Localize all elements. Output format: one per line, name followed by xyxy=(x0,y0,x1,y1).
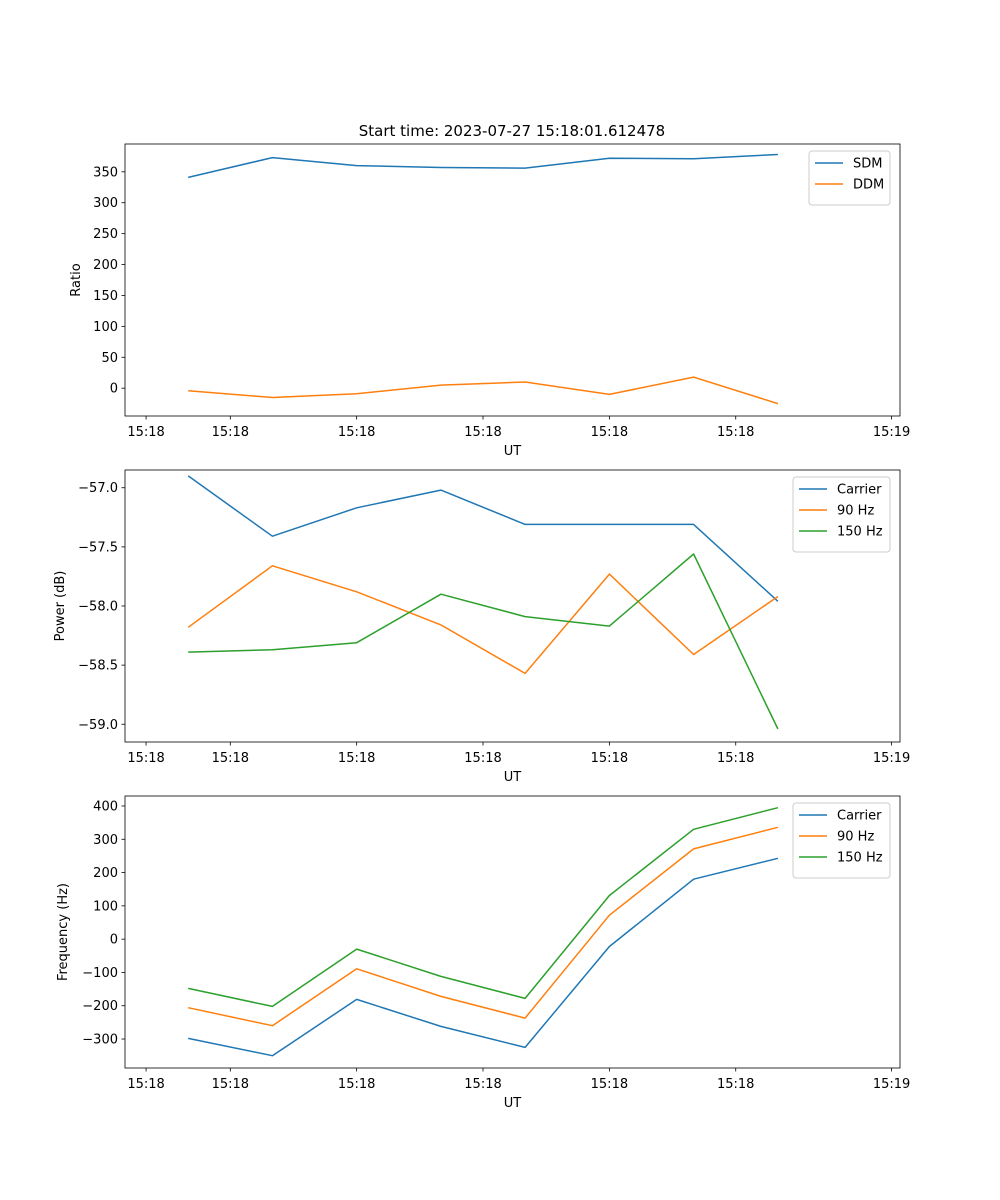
x-tick-label: 15:18 xyxy=(212,751,249,766)
y-tick-label: 100 xyxy=(93,320,118,335)
x-tick-label: 15:19 xyxy=(873,1077,910,1092)
y-tick-label: 200 xyxy=(93,866,118,881)
legend-label: 150 Hz xyxy=(837,851,883,866)
legend: Carrier 90 Hz 150 Hz xyxy=(792,802,891,879)
x-tick-label: 15:18 xyxy=(591,751,628,766)
series-line-150-hz xyxy=(188,553,779,730)
x-tick-label: 15:18 xyxy=(127,1077,164,1092)
y-tick-label: 300 xyxy=(93,833,118,848)
legend-label: 90 Hz xyxy=(837,504,874,519)
y-axis-label: Frequency (Hz) xyxy=(56,883,71,981)
x-tick-label: 15:19 xyxy=(873,425,910,440)
series-line-sdm xyxy=(188,153,778,179)
y-tick-label: 350 xyxy=(93,165,118,180)
panel-3: −300 −200 −100 0 100 200 300 400 15:18 15:18 15:18… xyxy=(56,795,910,1111)
x-tick-label: 15:18 xyxy=(127,751,164,766)
legend: SDM DDM xyxy=(808,150,891,206)
y-tick-label: 400 xyxy=(93,799,118,814)
y-tick-label: 300 xyxy=(93,196,118,211)
y-tick-label: −300 xyxy=(82,1033,118,1048)
x-tick-label: 15:18 xyxy=(338,425,375,440)
legend-label: 90 Hz xyxy=(837,830,874,845)
legend-label: SDM xyxy=(853,157,882,172)
x-tick-label: 15:18 xyxy=(212,1077,249,1092)
legend: Carrier 90 Hz 150 Hz xyxy=(792,476,891,553)
y-tick-label: 0 xyxy=(110,933,118,948)
series-line-ddm xyxy=(188,376,779,405)
y-axis-label: Power (dB) xyxy=(53,571,68,642)
x-axis-label: UT xyxy=(504,770,522,785)
axes-frame xyxy=(124,469,901,743)
x-tick-label: 15:18 xyxy=(464,425,501,440)
x-tick-label: 15:18 xyxy=(717,751,754,766)
x-axis-label: UT xyxy=(504,444,522,459)
legend-box xyxy=(792,476,891,553)
panel-2: −59.0 −58.5 −58.0 −57.5 −57.0 15:18 15:18 15:18… xyxy=(53,469,910,785)
y-tick-label: −59.0 xyxy=(78,718,118,733)
legend-label: Carrier xyxy=(837,483,882,498)
legend-label: Carrier xyxy=(837,809,882,824)
legend-label: DDM xyxy=(853,178,884,193)
x-tick-label: 15:18 xyxy=(717,425,754,440)
y-tick-label: 0 xyxy=(110,382,118,397)
y-axis-label: Ratio xyxy=(69,263,84,296)
y-tick-label: −57.5 xyxy=(78,540,118,555)
x-tick-label: 15:18 xyxy=(464,1077,501,1092)
series-line-90-hz xyxy=(187,565,779,675)
legend-box xyxy=(792,802,891,879)
figure-title: Start time: 2023-07-27 15:18:01.612478 xyxy=(359,122,665,140)
y-tick-label: −57.0 xyxy=(78,481,118,496)
x-tick-label: 15:18 xyxy=(338,751,375,766)
y-tick-label: 200 xyxy=(93,258,118,273)
x-axis-label: UT xyxy=(504,1096,522,1111)
x-tick-label: 15:18 xyxy=(338,1077,375,1092)
x-tick-label: 15:18 xyxy=(464,751,501,766)
y-tick-label: −200 xyxy=(82,999,118,1014)
y-tick-label: −58.5 xyxy=(78,659,118,674)
y-tick-label: −100 xyxy=(82,966,118,981)
axes-frame xyxy=(124,795,901,1069)
series-line-90-hz xyxy=(188,826,779,1027)
x-tick-label: 15:19 xyxy=(873,751,910,766)
y-tick-label: 250 xyxy=(93,227,118,242)
plots-area: 0 50 100 150 200 250 300 350 15:18 15:18 15:18 15:1… xyxy=(53,143,910,1111)
y-tick-label: 150 xyxy=(93,289,118,304)
y-tick-label: 50 xyxy=(101,351,118,366)
x-tick-label: 15:18 xyxy=(127,425,164,440)
x-tick-label: 15:18 xyxy=(591,425,628,440)
y-tick-label: −58.0 xyxy=(78,600,118,615)
x-tick-label: 15:18 xyxy=(212,425,249,440)
legend-box xyxy=(808,150,891,206)
series-line-carrier xyxy=(187,475,779,602)
series-line-carrier xyxy=(188,857,779,1057)
axes-frame xyxy=(124,143,901,417)
x-tick-label: 15:18 xyxy=(717,1077,754,1092)
panel-1: 0 50 100 150 200 250 300 350 15:18 15:18 15:18 15:1… xyxy=(69,143,910,459)
x-tick-label: 15:18 xyxy=(591,1077,628,1092)
y-tick-label: 100 xyxy=(93,899,118,914)
legend-label: 150 Hz xyxy=(837,525,883,540)
series-line-150-hz xyxy=(188,806,779,1008)
